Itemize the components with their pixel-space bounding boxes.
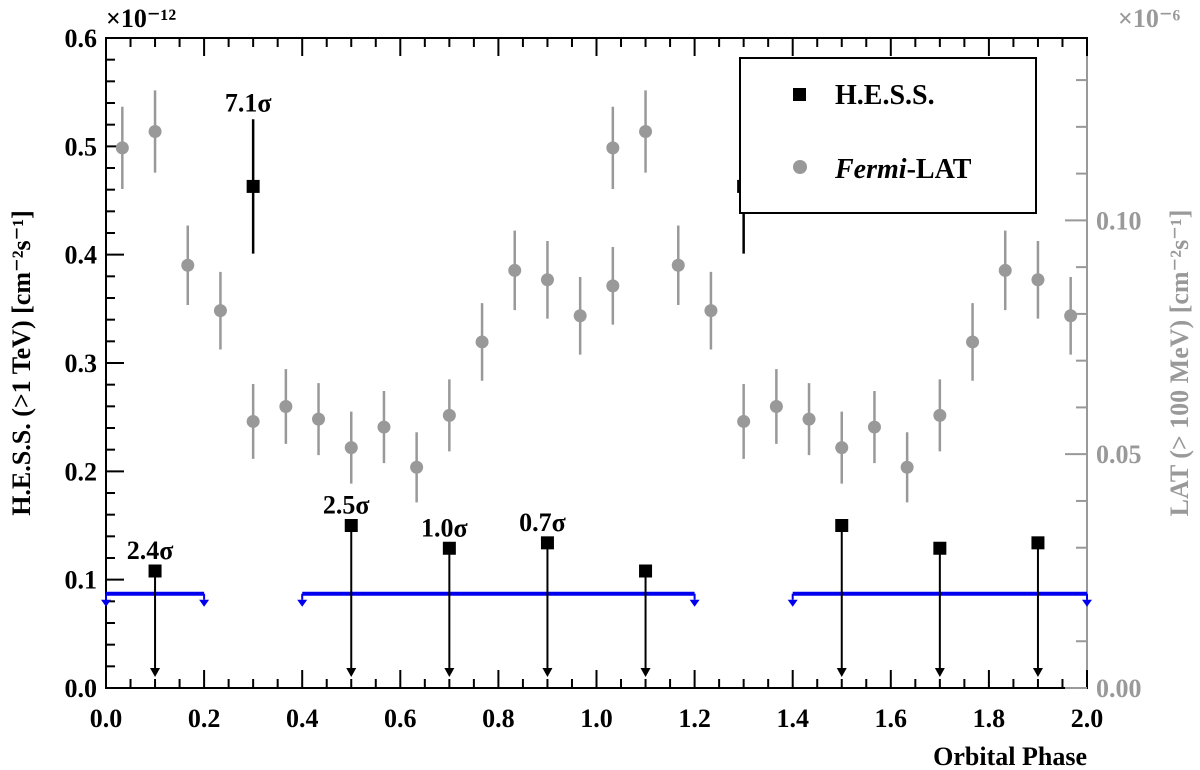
legend-hess-label: H.E.S.S.	[835, 80, 935, 111]
hess-upper-limit-arrow	[836, 668, 847, 677]
legend-fermi-label-rest: -LAT	[907, 154, 972, 185]
fermi-point	[704, 304, 718, 318]
y-left-tick-label: 0.3	[65, 349, 98, 378]
fermi-point	[312, 412, 326, 426]
y-right-tick-label: 0.05	[1096, 440, 1142, 469]
hess-point	[639, 564, 653, 578]
upper-limit-arrow	[297, 599, 308, 607]
legend-box	[739, 57, 1037, 214]
x-tick-label: 0.0	[90, 704, 123, 733]
fermi-point	[246, 414, 260, 428]
x-axis-title: Orbital Phase	[933, 742, 1087, 770]
hess-upper-limit-arrow	[542, 668, 553, 677]
right-multiplier: ×10⁻⁶	[1118, 4, 1181, 33]
y-left-tick-label: 0.0	[65, 674, 98, 703]
fermi-point	[867, 420, 881, 434]
fermi-point	[213, 304, 227, 318]
hess-point	[835, 519, 849, 532]
fermi-point	[835, 441, 849, 455]
fermi-point	[148, 125, 162, 139]
fermi-point	[900, 460, 914, 474]
upper-limit-arrow	[787, 599, 798, 607]
y-axis-title-right: LAT (> 100 MeV) [cm⁻²s⁻¹]	[1165, 210, 1194, 517]
x-tick-label: 0.4	[286, 704, 319, 733]
fermi-point	[671, 258, 685, 272]
y-axis-title-left: H.E.S.S. (>1 TeV) [cm⁻²s⁻¹]	[7, 210, 36, 516]
fermi-point	[508, 263, 522, 277]
fermi-point	[475, 335, 489, 349]
fermi-point	[1031, 273, 1045, 287]
significance-label: 7.1σ	[225, 88, 272, 117]
x-tick-label: 1.8	[973, 704, 1006, 733]
y-left-tick-label: 0.1	[65, 566, 98, 595]
x-tick-label: 1.6	[875, 704, 908, 733]
hess-upper-limit-arrow	[444, 668, 455, 677]
legend-hess-marker	[793, 88, 806, 101]
fermi-point	[1064, 309, 1078, 323]
hess-point	[344, 519, 358, 532]
y-left-tick-label: 0.2	[65, 457, 98, 486]
fermi-point	[998, 263, 1012, 277]
left-multiplier: ×10⁻¹²	[106, 4, 176, 33]
y-right-tick-label: 0.10	[1096, 206, 1142, 235]
significance-label: 1.0σ	[421, 513, 468, 542]
x-tick-label: 0.2	[188, 704, 221, 733]
legend: H.E.S.S. Fermi-LAT	[739, 57, 1037, 214]
fermi-point	[377, 420, 391, 434]
upper-limit-arrow	[689, 599, 700, 607]
hess-upper-limit-arrow	[346, 668, 357, 677]
fermi-point	[802, 412, 816, 426]
hess-upper-limit-arrow	[640, 668, 651, 677]
fermi-point	[933, 408, 947, 422]
fermi-point	[410, 460, 424, 474]
x-tick-label: 0.8	[482, 704, 515, 733]
y-right-tick-label: 0.00	[1096, 674, 1142, 703]
upper-limit-arrow	[101, 599, 111, 607]
fermi-point	[344, 441, 358, 455]
fermi-point	[115, 141, 129, 155]
y-left-tick-label: 0.5	[65, 132, 98, 161]
x-tick-label: 0.6	[384, 704, 417, 733]
fermi-point	[540, 273, 554, 287]
x-tick-label: 1.0	[580, 704, 613, 733]
upper-limit-arrow	[199, 599, 210, 607]
fermi-point	[181, 258, 195, 272]
significance-label: 0.7σ	[519, 508, 566, 537]
y-left-tick-label: 0.4	[65, 241, 98, 270]
x-tick-label: 1.4	[776, 704, 809, 733]
hess-point	[933, 541, 947, 555]
x-tick-label: 2.0	[1071, 704, 1104, 733]
fermi-point	[639, 125, 653, 139]
legend-fermi-label: Fermi-LAT	[834, 154, 972, 185]
x-tick-label: 1.2	[678, 704, 711, 733]
fermi-point	[606, 279, 620, 293]
fermi-point	[606, 141, 620, 155]
legend-fermi-label-italic: Fermi	[834, 154, 907, 185]
hess-upper-limit-arrow	[934, 668, 945, 677]
hess-upper-limit-arrow	[1032, 668, 1043, 677]
hess-point	[540, 536, 554, 550]
significance-label: 2.4σ	[127, 536, 174, 565]
fermi-point	[737, 414, 751, 428]
hess-point	[442, 541, 456, 555]
fermi-point	[769, 399, 783, 413]
hess-point	[148, 564, 162, 578]
hess-point	[246, 179, 260, 193]
fermi-point	[279, 399, 293, 413]
hess-upper-limit-arrow	[150, 668, 161, 677]
fermi-point	[573, 309, 587, 323]
legend-fermi-marker	[793, 160, 807, 174]
hess-point	[1031, 536, 1045, 550]
significance-label: 2.5σ	[323, 491, 370, 520]
fermi-point	[966, 335, 980, 349]
upper-limit-arrow	[1082, 599, 1092, 607]
fermi-point	[442, 408, 456, 422]
y-left-tick-label: 0.6	[65, 24, 98, 53]
